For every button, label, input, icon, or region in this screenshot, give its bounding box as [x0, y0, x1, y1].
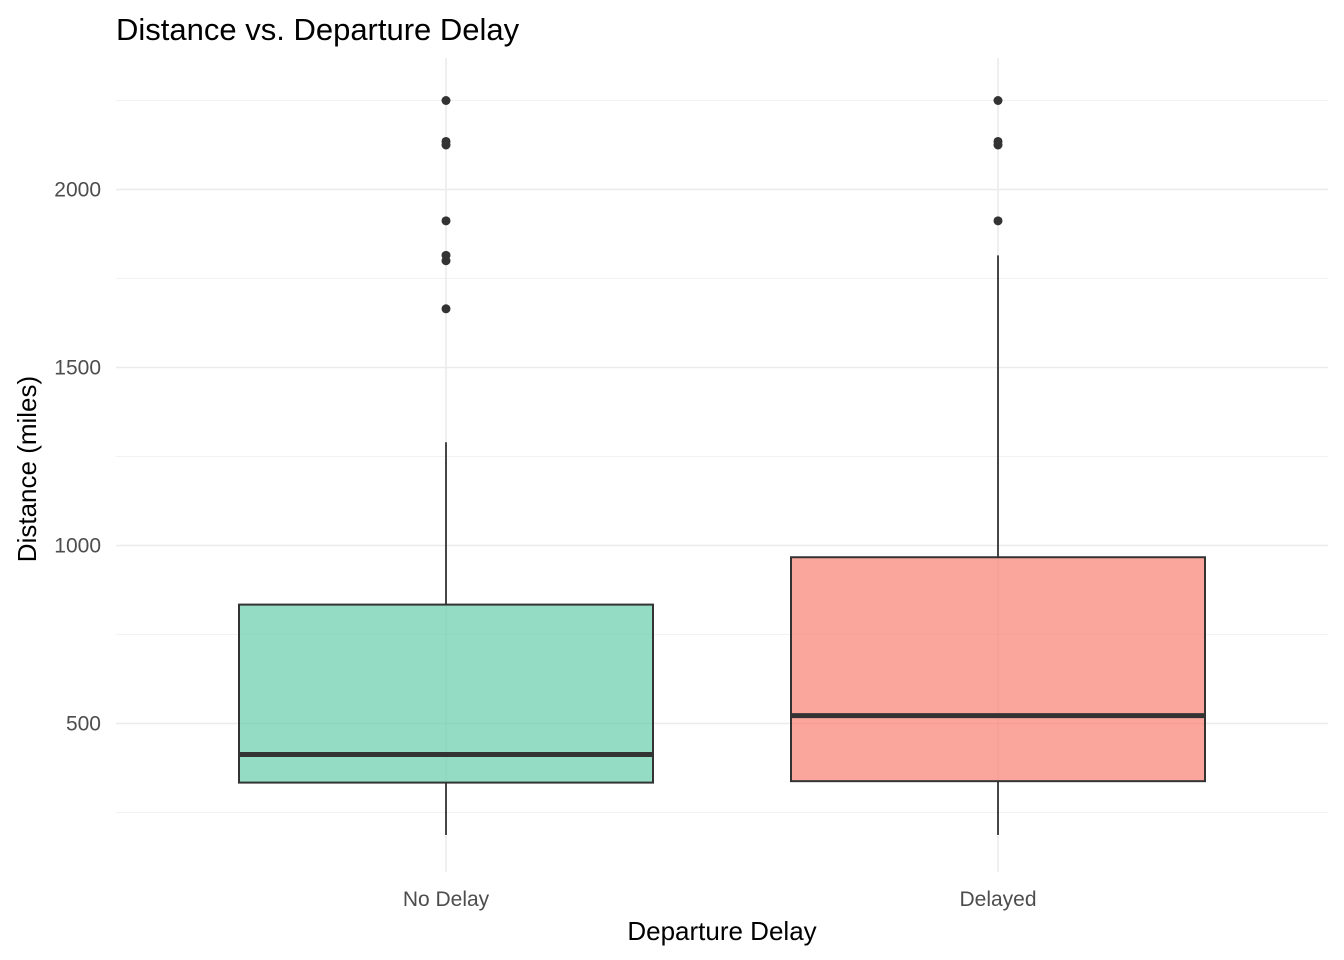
boxes — [238, 96, 1206, 835]
outlier-point — [993, 136, 1003, 146]
outlier-point — [993, 96, 1003, 105]
outlier-point — [441, 216, 451, 226]
x-tick-label: Delayed — [959, 888, 1036, 911]
outlier-point — [993, 216, 1003, 226]
y-tick-label: 500 — [66, 713, 101, 736]
iqr-box — [790, 556, 1206, 783]
y-axis-ticks: 500 1000 1500 2000 — [54, 179, 101, 736]
x-axis-title: Departure Delay — [627, 916, 816, 946]
outlier-point — [441, 304, 451, 314]
y-tick-label: 1000 — [54, 535, 101, 558]
x-tick-label: No Delay — [403, 888, 490, 911]
box-delayed — [790, 96, 1206, 835]
outlier-point — [441, 96, 451, 105]
outlier-point — [441, 136, 451, 146]
x-axis-ticks: No Delay Delayed — [403, 888, 1037, 911]
chart-title: Distance vs. Departure Delay — [116, 12, 520, 47]
box-no-delay — [238, 96, 654, 835]
outlier-point — [441, 250, 451, 260]
y-axis-title: Distance (miles) — [12, 376, 42, 562]
y-tick-label: 2000 — [54, 179, 101, 202]
y-tick-label: 1500 — [54, 357, 101, 380]
